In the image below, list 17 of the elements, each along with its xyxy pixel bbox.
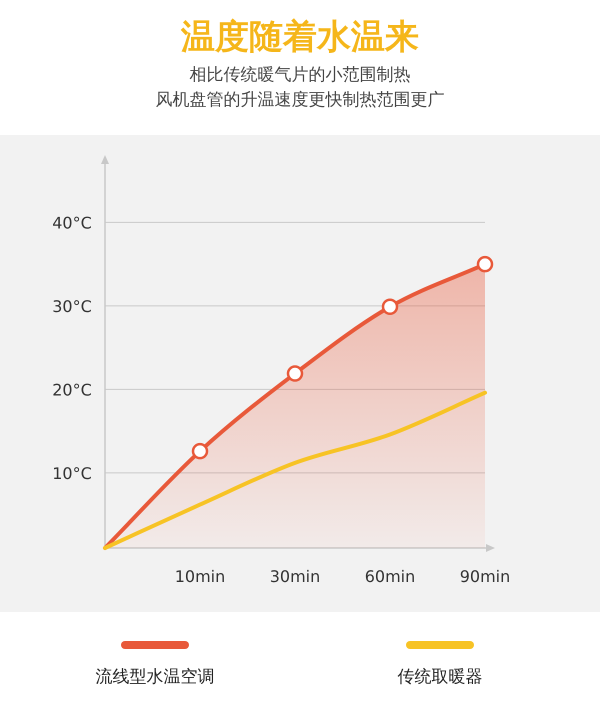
x-tick-label: 60min	[364, 567, 416, 586]
chart-title: 温度随着水温来	[180, 18, 419, 56]
y-tick-label: 10°C	[52, 464, 92, 483]
legend-label: 流线型水温空调	[96, 667, 214, 686]
x-tick-label: 10min	[174, 567, 226, 586]
legend-label: 传统取暖器	[398, 667, 482, 686]
y-tick-label: 40°C	[52, 213, 92, 232]
y-tick-label: 20°C	[52, 380, 92, 400]
x-tick-label: 30min	[270, 567, 320, 586]
x-tick-label: 90min	[460, 567, 510, 586]
point	[382, 298, 398, 315]
text: 风机盘管的升温速度更快制热范围更广	[156, 90, 444, 109]
point	[192, 442, 208, 460]
text: 相比传统暖气片的小范围制热	[190, 65, 410, 84]
point	[286, 365, 304, 382]
point	[476, 256, 494, 272]
y-tick-label: 30°C	[52, 296, 92, 316]
